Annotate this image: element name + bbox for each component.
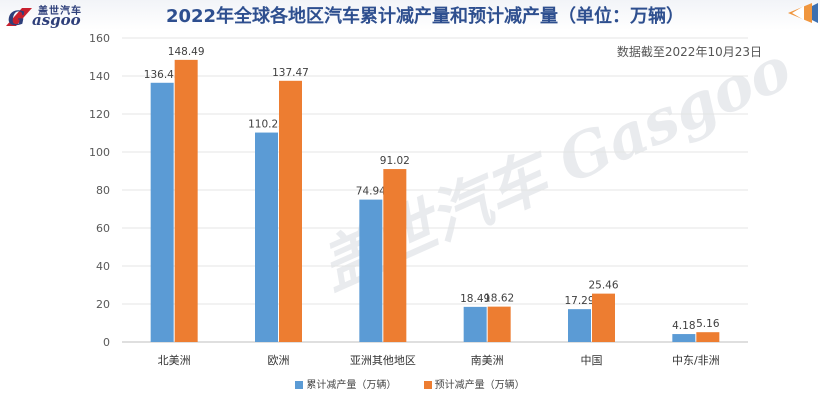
y-tick-label: 20 [96, 298, 110, 311]
data-label: 25.46 [588, 280, 618, 292]
x-tick-label: 欧洲 [268, 354, 290, 367]
legend-label-cumulative: 累计减产量（万辆） [306, 380, 397, 391]
y-tick-label: 40 [96, 260, 110, 273]
gasgoo-logo: G 盖世汽车 asgoo [4, 2, 114, 30]
data-label: 136.43 [144, 69, 181, 81]
back-arrow-icon [788, 3, 818, 23]
bar-cumulative [255, 132, 278, 342]
chart-legend: 累计减产量（万辆） 预计减产量（万辆） [0, 376, 820, 391]
y-tick-label: 80 [96, 184, 110, 197]
bar-forecast [383, 169, 407, 342]
bar-cumulative [359, 199, 383, 342]
legend-item-forecast: 预计减产量（万辆） [423, 376, 525, 391]
y-tick-label: 60 [96, 222, 110, 235]
bar-cumulative [672, 334, 696, 342]
bar-cumulative [463, 306, 487, 342]
x-tick-label: 中国 [581, 354, 603, 367]
gasgoo-logo-icon: G [6, 6, 32, 28]
legend-swatch-forecast [423, 381, 432, 389]
legend-item-cumulative: 累计减产量（万辆） [295, 376, 396, 391]
bar-cumulative [150, 82, 174, 343]
data-label: 18.62 [484, 293, 514, 305]
x-tick-label: 中东/非洲 [672, 354, 720, 367]
x-tick-label: 南美洲 [471, 354, 504, 367]
bar-cumulative [568, 309, 591, 342]
legend-swatch-cumulative [295, 381, 304, 389]
data-label: 18.49 [460, 293, 490, 305]
header-band [0, 0, 820, 30]
logo-initial: G [8, 6, 25, 28]
y-tick-label: 120 [89, 108, 110, 121]
y-tick-label: 140 [89, 70, 110, 83]
data-label: 110.23 [248, 119, 285, 131]
y-tick-label: 100 [89, 146, 110, 159]
data-label: 137.47 [272, 67, 309, 79]
x-tick-label: 北美洲 [158, 354, 191, 367]
bar-forecast [174, 59, 198, 343]
data-label: 91.02 [380, 155, 410, 167]
bar-forecast [279, 80, 302, 342]
data-label: 17.29 [564, 295, 594, 307]
data-label: 148.49 [168, 46, 205, 58]
logo-chinese-name: 盖世汽车 [38, 6, 82, 17]
bar-forecast [592, 293, 615, 342]
bar-forecast [487, 306, 511, 342]
x-tick-label: 亚洲其他地区 [350, 354, 416, 367]
data-label: 4.18 [672, 320, 695, 332]
data-label: 74.94 [356, 186, 386, 198]
data-date-note: 数据截至2022年10月23日 [616, 45, 762, 59]
bar-forecast [696, 332, 720, 342]
y-tick-label: 160 [89, 32, 110, 45]
page-title: 2022年全球各地区汽车累计减产量和预计减产量（单位：万辆） [165, 6, 685, 27]
logo-english-name: asgoo [32, 11, 81, 29]
y-tick-label: 0 [103, 336, 110, 349]
legend-label-forecast: 预计减产量（万辆） [434, 380, 525, 391]
data-label: 5.16 [696, 318, 720, 330]
